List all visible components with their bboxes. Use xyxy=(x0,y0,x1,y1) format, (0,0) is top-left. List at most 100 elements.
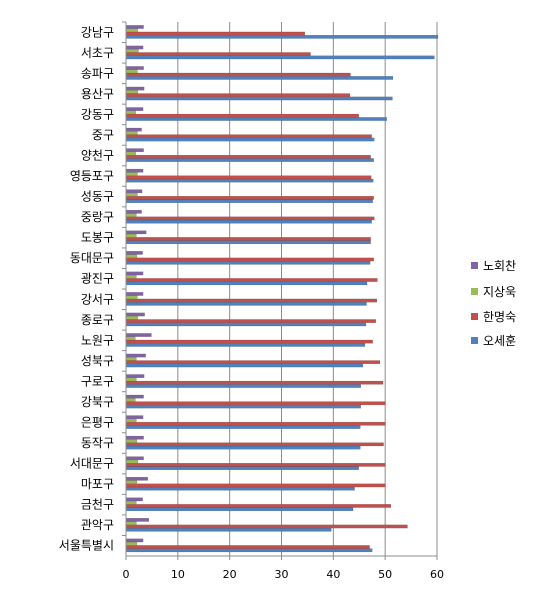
bar xyxy=(125,319,377,323)
legend-swatch xyxy=(471,262,478,269)
category-label: 금천구 xyxy=(81,497,114,512)
bar xyxy=(125,518,150,522)
legend-swatch xyxy=(471,288,478,295)
category-label: 송파구 xyxy=(81,66,114,80)
bar xyxy=(125,456,144,461)
legend-swatch xyxy=(471,313,478,320)
bar xyxy=(125,86,145,91)
bar xyxy=(125,113,359,118)
bar xyxy=(125,278,378,282)
bar xyxy=(125,189,143,194)
bar xyxy=(125,295,138,300)
bar xyxy=(125,251,143,255)
category-label: 양천구 xyxy=(81,148,114,163)
category-label: 강서구 xyxy=(81,292,114,306)
bar xyxy=(125,230,147,235)
category-label: 광진구 xyxy=(81,272,114,286)
bar xyxy=(125,339,373,344)
bar xyxy=(125,274,137,279)
category-label: 서대문구 xyxy=(70,457,114,471)
legend-swatch xyxy=(471,337,478,344)
category-label: 강동구 xyxy=(81,107,114,121)
bar xyxy=(125,363,364,368)
bar xyxy=(125,333,152,337)
bar xyxy=(125,538,144,543)
bar xyxy=(125,425,361,429)
bar xyxy=(125,110,137,115)
bar xyxy=(125,377,137,382)
bar xyxy=(125,254,138,259)
x-tick-label: 50 xyxy=(378,568,392,581)
legend-label: 오세훈 xyxy=(483,334,516,348)
category-label: 용산구 xyxy=(81,87,114,101)
bar xyxy=(125,93,351,98)
bar xyxy=(125,55,435,60)
bar xyxy=(125,209,142,214)
bar xyxy=(125,548,373,553)
bar xyxy=(125,260,371,265)
bar xyxy=(125,459,139,464)
bar xyxy=(125,154,371,159)
bar xyxy=(125,292,144,296)
category-label: 도봉구 xyxy=(81,231,114,245)
legend-label: 한명숙 xyxy=(483,310,516,324)
bar xyxy=(125,117,387,121)
bar xyxy=(125,148,144,153)
category-label: 노원구 xyxy=(81,333,114,347)
bar xyxy=(125,107,144,111)
bar xyxy=(125,404,362,409)
bar xyxy=(125,90,139,94)
bar xyxy=(125,66,144,70)
bar xyxy=(125,353,146,358)
bar xyxy=(125,31,306,36)
bar xyxy=(125,137,375,142)
bar xyxy=(125,466,359,471)
axes xyxy=(122,21,438,560)
bar xyxy=(125,127,142,132)
x-tick-label: 60 xyxy=(430,568,444,581)
category-label: 성북구 xyxy=(81,354,114,368)
bar xyxy=(125,357,137,361)
category-label: 강북구 xyxy=(81,395,114,409)
bar xyxy=(125,374,145,378)
bar xyxy=(125,415,144,420)
bar xyxy=(125,76,394,80)
bar xyxy=(125,421,386,426)
bar xyxy=(125,96,393,101)
bar xyxy=(125,178,374,183)
category-labels: 강남구서초구송파구용산구강동구중구양천구영등포구성동구중랑구도봉구동대문구광진구… xyxy=(59,25,114,552)
bar xyxy=(125,48,139,53)
bar xyxy=(125,497,143,502)
category-label: 마포구 xyxy=(81,477,114,491)
bar xyxy=(125,72,351,77)
bar xyxy=(125,131,138,135)
bar xyxy=(125,298,378,303)
bar xyxy=(125,281,368,286)
bar xyxy=(125,168,144,173)
category-label: 동대문구 xyxy=(70,251,114,265)
category-label: 은평구 xyxy=(81,416,114,430)
bar xyxy=(125,322,367,327)
bar xyxy=(125,69,138,74)
category-label: 강남구 xyxy=(81,25,114,39)
x-tick-label: 30 xyxy=(275,568,289,581)
bar xyxy=(125,439,138,443)
bar xyxy=(125,504,392,508)
bar xyxy=(125,527,332,532)
gridlines xyxy=(177,22,438,556)
bar-series-group xyxy=(125,25,439,553)
bar xyxy=(125,486,355,491)
category-label: 영등포구 xyxy=(70,169,114,183)
bar xyxy=(125,384,362,388)
bar xyxy=(125,435,144,440)
bar xyxy=(125,507,354,512)
bar xyxy=(125,28,139,33)
bar xyxy=(125,199,373,204)
bar xyxy=(125,213,137,217)
bar xyxy=(125,134,372,139)
bar xyxy=(125,271,144,276)
bar xyxy=(125,151,137,156)
x-tick-label: 40 xyxy=(326,568,340,581)
